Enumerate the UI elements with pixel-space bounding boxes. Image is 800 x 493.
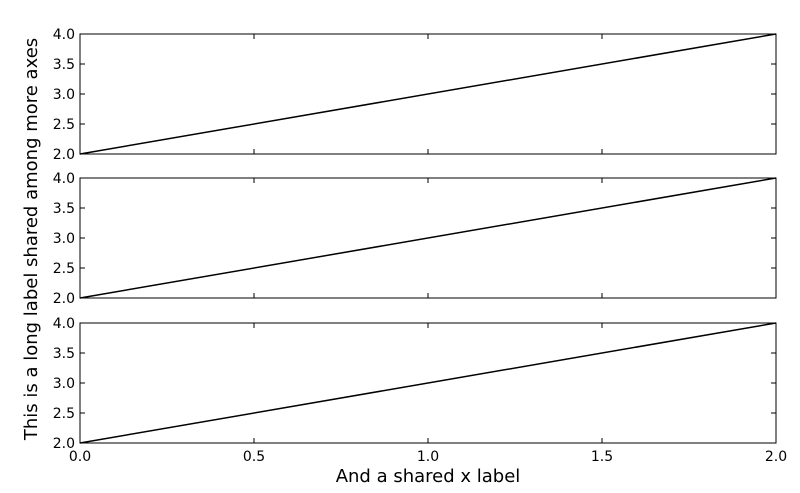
y-tick-label: 3.5	[53, 346, 75, 362]
x-tick-label: 1.0	[417, 449, 439, 465]
x-tick-label: 0.0	[69, 449, 91, 465]
subplots-group: 2.0 2.5 3.0 3.5 4.0 2.0 2.5 3.0 3.5 4.0 2.0 2.5 3.0 3…	[53, 27, 787, 465]
y-tick-label: 3.0	[53, 87, 75, 103]
x-axis-label: And a shared x label	[336, 466, 521, 487]
y-tick-label: 2.5	[53, 406, 75, 422]
y-tick-label: 2.5	[53, 261, 75, 277]
y-tick-label: 3.0	[53, 376, 75, 392]
y-tick-label: 2.0	[53, 291, 75, 307]
y-tick-label: 2.0	[53, 436, 75, 452]
y-tick-label: 2.5	[53, 117, 75, 133]
series-line	[79, 322, 777, 444]
y-tick-label: 3.5	[53, 201, 75, 217]
subplot-1: 2.0 2.5 3.0 3.5 4.0	[53, 27, 777, 163]
series-line	[79, 33, 777, 155]
y-tick-label: 4.0	[53, 316, 75, 332]
subplot-3: 2.0 2.5 3.0 3.5 4.0 0.0 0.5 1.0 1.5 2.0	[53, 316, 787, 465]
x-tick-label: 0.5	[243, 449, 265, 465]
y-tick-label: 4.0	[53, 171, 75, 187]
y-tick-label: 3.5	[53, 57, 75, 73]
y-tick-label: 2.0	[53, 147, 75, 163]
subplot-2: 2.0 2.5 3.0 3.5 4.0	[53, 171, 777, 307]
x-tick-label: 2.0	[765, 449, 787, 465]
y-axis-label: This is a long label shared among more a…	[21, 38, 42, 441]
x-tick-label: 1.5	[591, 449, 613, 465]
y-tick-label: 4.0	[53, 27, 75, 43]
series-line	[79, 177, 777, 299]
y-tick-label: 3.0	[53, 231, 75, 247]
